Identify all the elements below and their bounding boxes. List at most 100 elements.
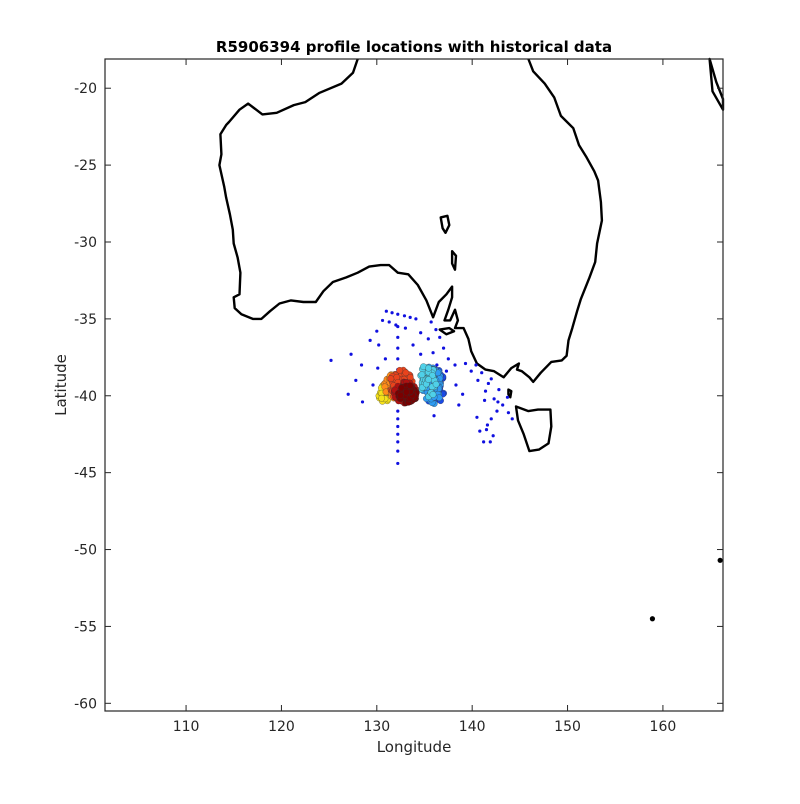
historical-point (390, 311, 394, 315)
historical-point (432, 414, 436, 418)
historical-point (435, 363, 439, 367)
historical-point (463, 361, 468, 366)
historical-point (360, 400, 365, 404)
small-island (649, 616, 656, 622)
historical-point (446, 357, 450, 361)
historical-point (419, 352, 423, 356)
historical-point (489, 417, 493, 421)
float-profile-point (425, 376, 432, 383)
historical-point (469, 369, 473, 373)
historical-point (438, 335, 442, 339)
float-profile-point (425, 364, 432, 372)
historical-point (461, 392, 465, 396)
historical-point (346, 392, 350, 396)
kangaroo-island (438, 326, 456, 336)
plot-frame (104, 58, 724, 712)
historical-point (396, 440, 400, 444)
historical-point (485, 423, 490, 427)
coastline-tasmania (514, 405, 553, 453)
coastline-new-caledonia (708, 57, 725, 111)
historical-point (396, 357, 400, 361)
historical-point (492, 397, 496, 401)
chart-title: R5906394 profile locations with historic… (216, 38, 612, 56)
historical-point (396, 417, 400, 421)
historical-point (489, 377, 493, 381)
historical-point (488, 440, 492, 444)
historical-point (419, 331, 423, 335)
historical-point (475, 415, 479, 419)
x-tick-label: 120 (268, 719, 295, 735)
king-island (507, 388, 513, 399)
y-tick-label: -40 (74, 389, 97, 405)
historical-point (387, 320, 391, 324)
historical-point (396, 461, 400, 466)
historical-point (380, 318, 385, 323)
historical-point (478, 429, 482, 433)
historical-point (476, 378, 480, 382)
historical-point (505, 395, 510, 399)
x-axis-label: Longitude (377, 738, 452, 756)
historical-point (431, 351, 435, 355)
float-profile-point (432, 380, 440, 388)
historical-point (371, 383, 375, 387)
historical-point (403, 326, 408, 330)
historical-point (396, 449, 400, 453)
small-island (717, 557, 723, 563)
y-axis-label: Latitude (52, 354, 70, 416)
historical-point (444, 369, 449, 373)
lake-eyre (439, 214, 451, 234)
y-tick-label: -55 (74, 619, 97, 635)
historical-point (414, 317, 418, 321)
y-tick-label: -25 (74, 158, 97, 174)
y-tick-label: -50 (74, 543, 97, 559)
historical-point (496, 400, 500, 404)
float-profile-point (403, 388, 410, 396)
historical-point (501, 403, 505, 407)
historical-point (482, 398, 487, 402)
historical-point (359, 363, 364, 367)
historical-point (376, 366, 380, 370)
historical-point (408, 315, 412, 319)
historical-point (482, 440, 486, 444)
float-profile-point (396, 367, 404, 374)
float-profile-point (418, 371, 426, 379)
float-profile-point (387, 375, 395, 383)
x-tick-label: 150 (554, 719, 581, 735)
float-profile-point (402, 369, 410, 377)
historical-point (384, 309, 388, 313)
historical-point (480, 371, 484, 375)
historical-point (506, 411, 511, 415)
float-profile-points (375, 363, 447, 407)
historical-point (441, 346, 446, 350)
historical-point (354, 378, 358, 382)
historical-point (329, 358, 333, 362)
historical-point (426, 337, 430, 341)
historical-point (375, 329, 379, 333)
float-profile-point (429, 391, 437, 398)
historical-point (377, 343, 381, 347)
x-tick-label: 140 (459, 719, 486, 735)
float-profile-point (378, 394, 385, 402)
lake-torrens (450, 250, 458, 271)
y-tick-label: -30 (74, 235, 97, 251)
historical-point (495, 409, 499, 413)
historical-point (457, 403, 461, 407)
historical-point (396, 432, 400, 436)
historical-point (396, 424, 400, 429)
historical-point (497, 388, 501, 392)
historical-point (411, 343, 415, 347)
x-tick-label: 110 (173, 719, 200, 735)
historical-point (484, 427, 489, 432)
historical-point (491, 434, 495, 438)
historical-point (396, 335, 400, 339)
x-tick-label: 160 (650, 719, 677, 735)
y-tick-label: -35 (74, 312, 97, 328)
historical-point (396, 346, 400, 350)
historical-point (396, 312, 400, 316)
historical-point (429, 320, 433, 324)
historical-point (383, 357, 387, 361)
historical-point (368, 338, 372, 343)
historical-point (453, 363, 457, 367)
